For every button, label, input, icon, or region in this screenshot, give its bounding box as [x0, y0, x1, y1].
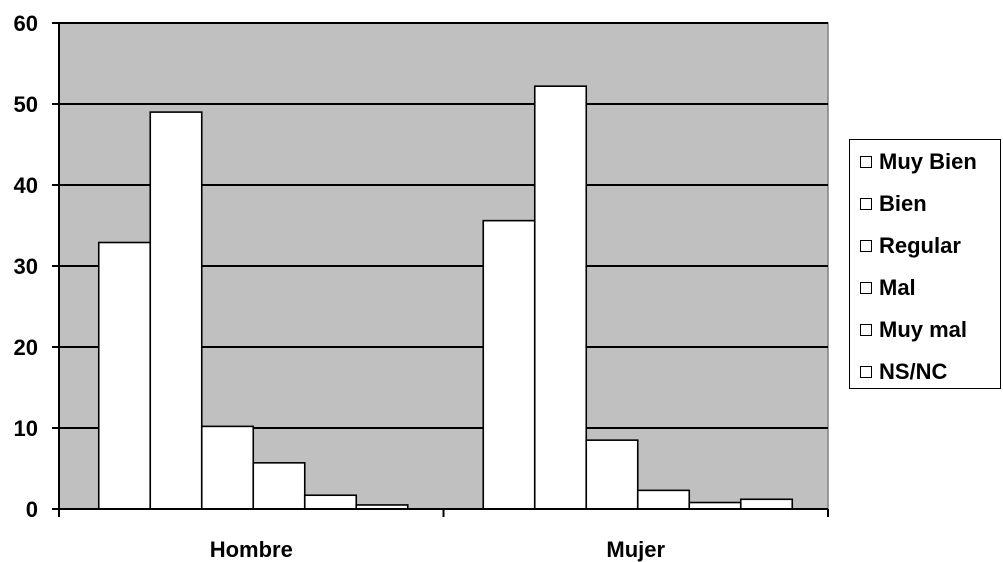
bar-hombre-bien [149, 111, 203, 510]
legend-label: Regular [879, 233, 961, 258]
axis-labels: 0 10 20 30 40 50 60 Hombre Mujer [14, 11, 666, 562]
bar-hombre-muy-bien [97, 241, 152, 510]
bar-mujer-ns-nc [739, 498, 794, 510]
bar-mujer-regular [585, 439, 639, 510]
legend-label: Muy Bien [879, 149, 977, 174]
y-tick-label: 30 [14, 254, 38, 279]
y-tick-label: 60 [14, 11, 38, 36]
y-tick-label: 50 [14, 92, 38, 117]
y-tick-label: 20 [14, 335, 38, 360]
legend-swatch [860, 324, 872, 336]
bar-mujer-mal [636, 489, 691, 510]
legend-item: Mal [860, 275, 916, 301]
bar-hombre-regular [200, 425, 255, 510]
legend-label: Bien [879, 191, 927, 216]
bar-hombre-muy-mal [303, 494, 358, 510]
legend-item: Bien [860, 191, 927, 217]
legend-label: Muy mal [879, 317, 968, 342]
x-category-label: Hombre [210, 537, 293, 562]
legend-swatch [860, 198, 872, 210]
x-category-label: Mujer [606, 537, 665, 562]
bar-hombre-mal [252, 462, 306, 510]
legend: Muy Bien Bien Regular Mal Muy mal NS/NC [849, 139, 1001, 389]
legend-item: Regular [860, 233, 961, 259]
legend-swatch [860, 282, 872, 294]
y-tick-label: 10 [14, 416, 38, 441]
y-tick-label: 40 [14, 173, 38, 198]
bar-mujer-muy-bien [482, 219, 536, 510]
y-tick-label: 0 [26, 497, 38, 522]
legend-swatch [860, 156, 872, 168]
axes [52, 22, 829, 517]
bars [97, 85, 794, 510]
legend-item: Muy mal [860, 317, 967, 343]
bar-mujer-bien [533, 85, 588, 510]
legend-label: NS/NC [879, 359, 948, 384]
legend-label: Mal [879, 275, 916, 300]
legend-swatch [860, 240, 872, 252]
legend-item: Muy Bien [860, 149, 977, 175]
legend-item: NS/NC [860, 359, 947, 385]
legend-swatch [860, 366, 872, 378]
